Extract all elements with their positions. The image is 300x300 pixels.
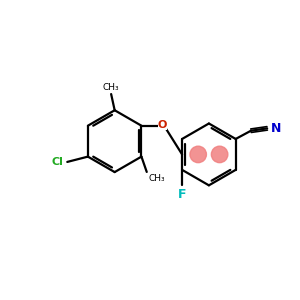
Text: F: F (178, 188, 186, 201)
Circle shape (212, 146, 228, 163)
Circle shape (190, 146, 206, 163)
Text: O: O (158, 119, 167, 130)
Text: N: N (271, 122, 281, 135)
Text: CH₃: CH₃ (103, 83, 119, 92)
Text: CH₃: CH₃ (148, 174, 165, 183)
Text: Cl: Cl (52, 157, 64, 167)
